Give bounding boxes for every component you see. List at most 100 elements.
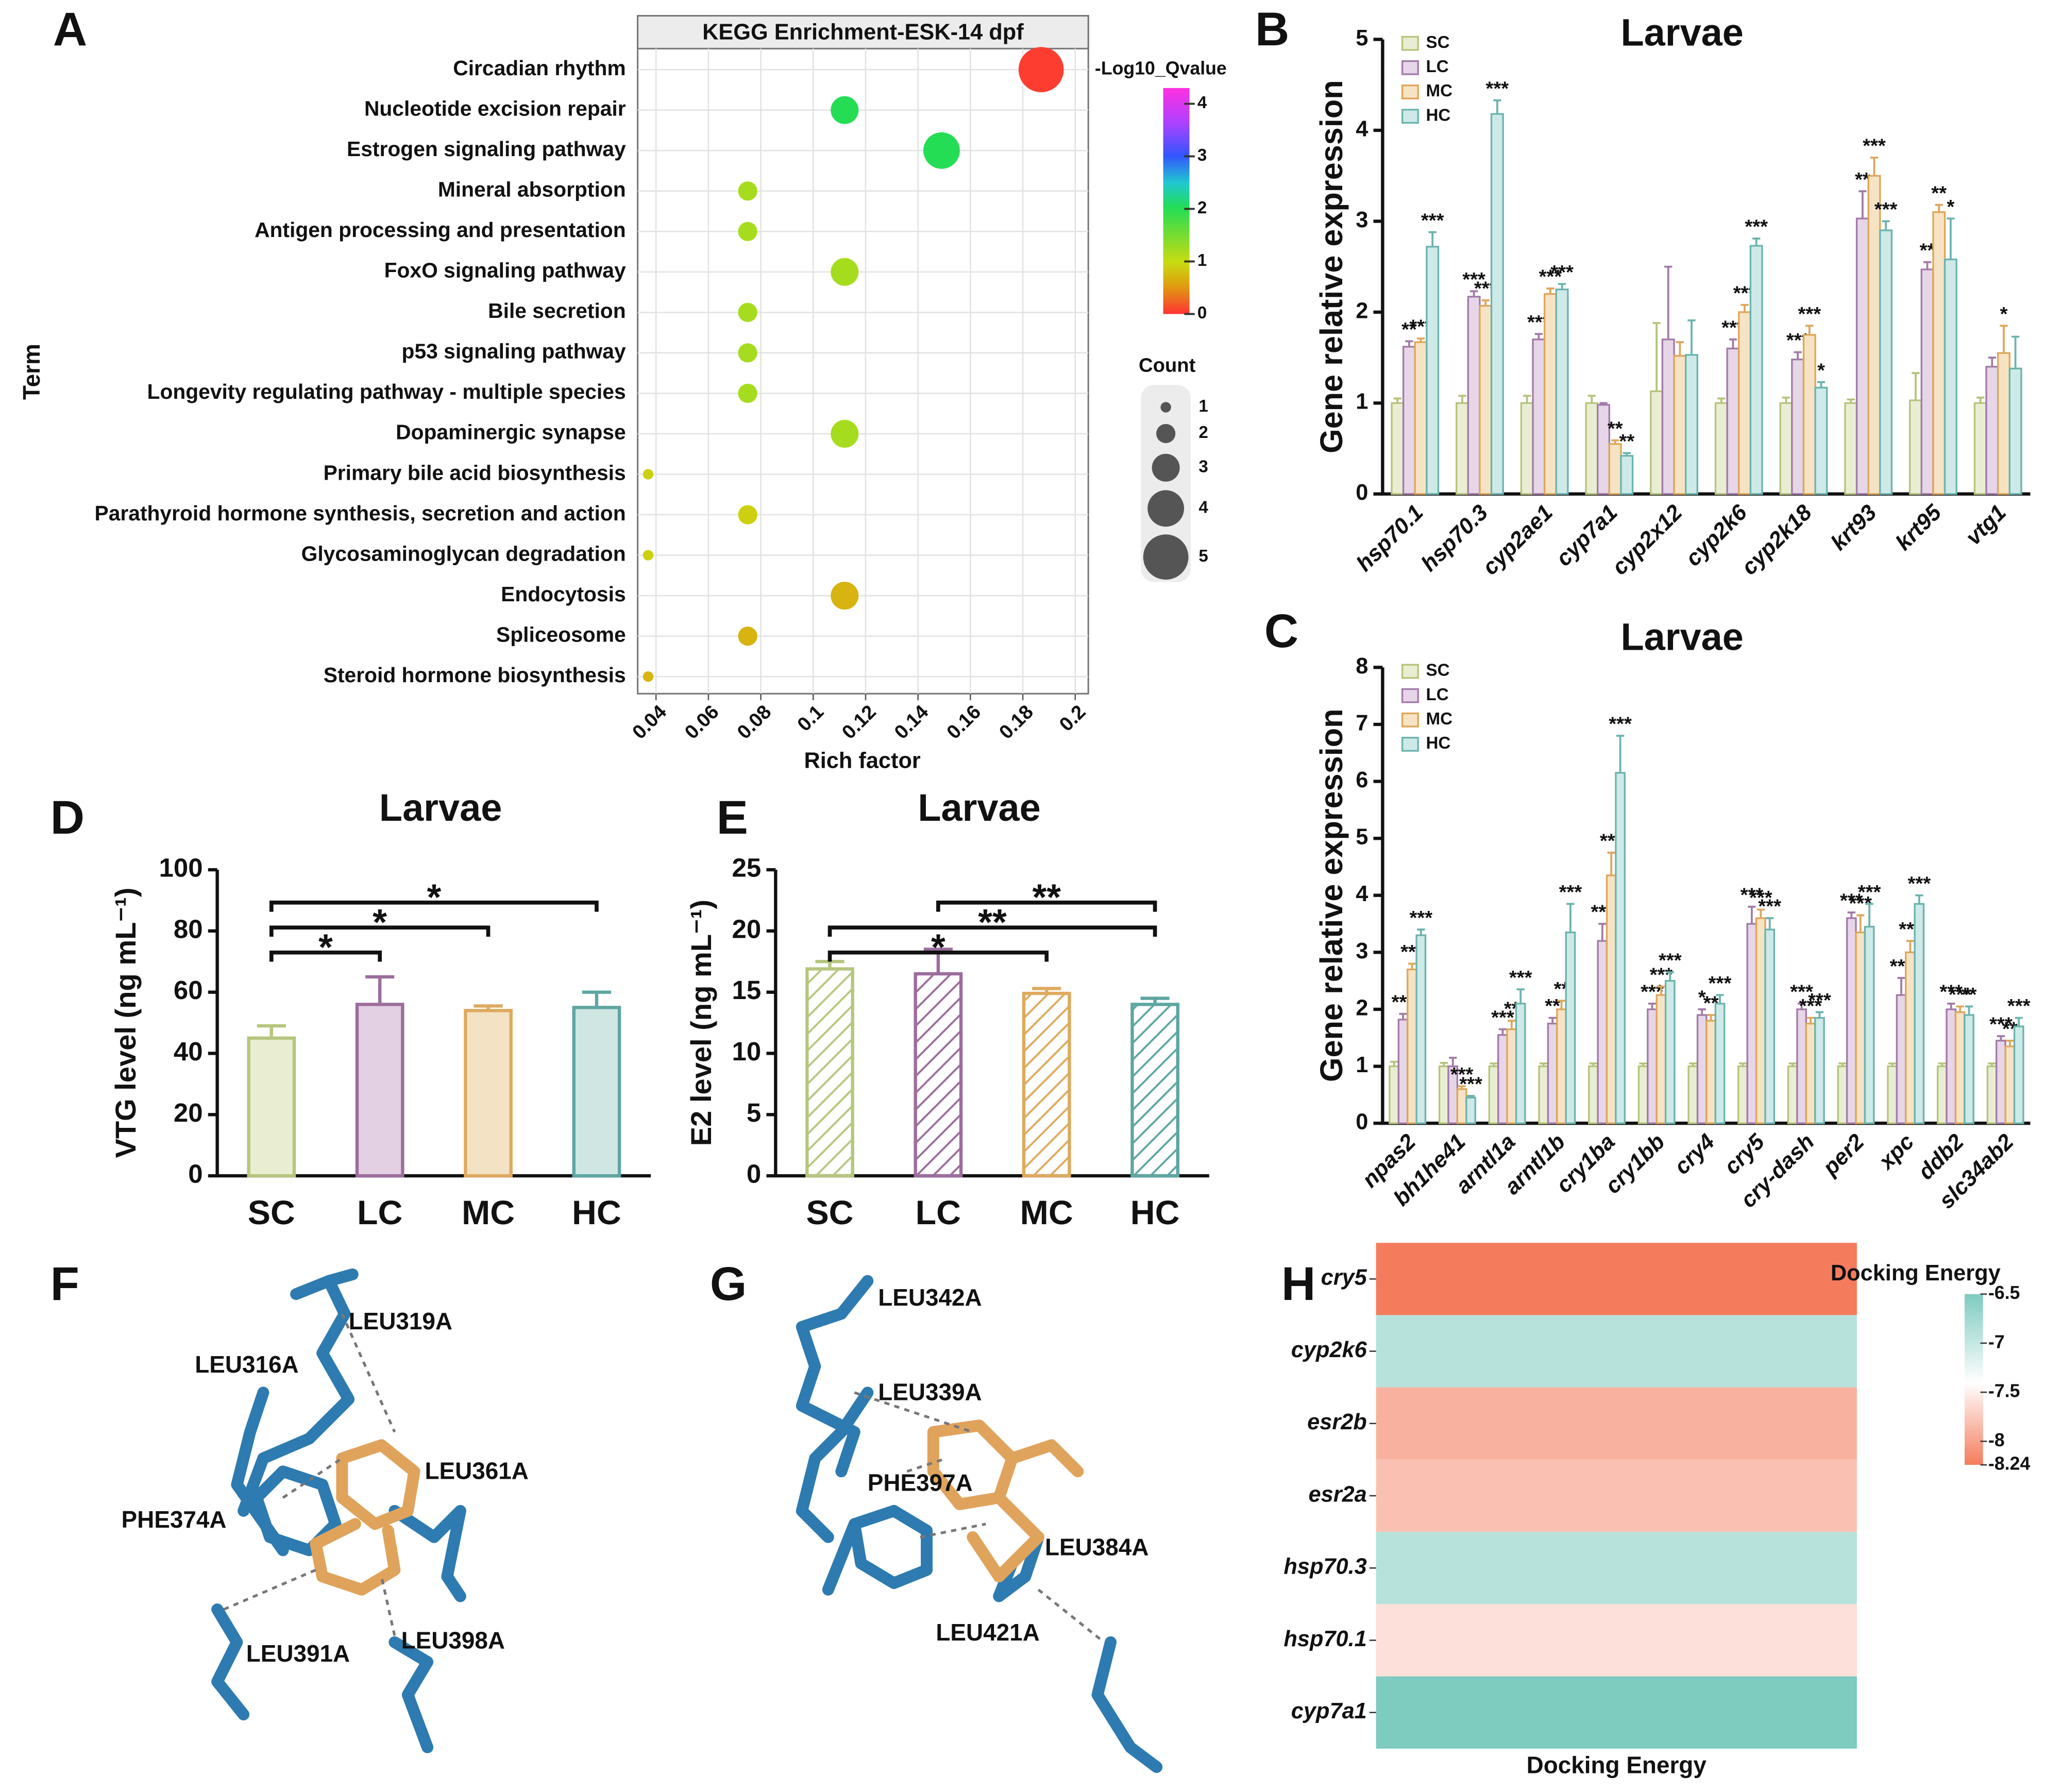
error-bar (1859, 190, 1867, 219)
residue-label: LEU384A (1045, 1533, 1148, 1560)
bar (1438, 1065, 1449, 1124)
error-bar (1752, 238, 1761, 246)
y-tick-label: 2 (1356, 995, 1368, 1020)
error-bar (1558, 283, 1566, 290)
y-tick-label: 3 (1356, 939, 1368, 963)
bar (1130, 1003, 1179, 1178)
error-bar (1508, 1020, 1516, 1029)
y-tick-label: esr2b (1307, 1410, 1367, 1434)
legend-swatch (1401, 737, 1419, 752)
bar (1555, 289, 1569, 495)
significance-label: *** (1808, 989, 1831, 1011)
error-bar (1687, 319, 1696, 355)
bar (1746, 923, 1758, 1124)
bar (1796, 1008, 1807, 1124)
significance-label: *** (1491, 1006, 1514, 1028)
y-axis-label: Gene relative expression (1314, 709, 1349, 1082)
bar (1565, 931, 1576, 1124)
y-tick-label: 0 (1356, 480, 1368, 505)
legend-swatch (1401, 84, 1419, 99)
y-tick-label: Glycosaminoglycan degradation (301, 542, 626, 565)
colorbar (1964, 1294, 1983, 1465)
bar (1749, 245, 1763, 495)
error-bar (365, 975, 395, 1005)
significance-label: *** (1550, 261, 1574, 283)
error-bar (1466, 1095, 1475, 1098)
comparison-label: * (318, 926, 333, 968)
error-bar (1741, 303, 1749, 312)
error-bar (1428, 231, 1437, 247)
bar (572, 1006, 621, 1178)
error-bar (1817, 381, 1826, 388)
bar (1414, 341, 1428, 495)
error-bar (1906, 940, 1915, 953)
bubble (643, 469, 654, 480)
legend-label: HC (1426, 106, 1451, 125)
bar (1946, 1008, 1957, 1124)
x-tick-label: 0.04 (628, 701, 671, 744)
bar (1456, 402, 1469, 495)
x-tick-label: MC (462, 1194, 515, 1232)
error-bar (2011, 335, 2020, 369)
error-bar (1870, 156, 1879, 176)
comparison-label: * (427, 877, 441, 918)
bar (1914, 903, 1925, 1124)
size-legend-label: 3 (1198, 457, 1208, 476)
x-tick-label: cyp2k18 (1737, 500, 1817, 580)
colorbar-tick-label: -8 (1988, 1430, 2005, 1450)
error-bar (1766, 917, 1774, 930)
error-bar (1938, 1062, 1946, 1067)
bar (1844, 402, 1858, 495)
bar (1402, 346, 1416, 495)
x-tick-label: cry4 (1669, 1129, 1719, 1179)
colorbar-tick-label: 0 (1197, 303, 1207, 323)
error-bar (1689, 1062, 1697, 1067)
error-bar (1493, 99, 1501, 114)
title-strip (637, 15, 1089, 49)
error-bar (1534, 333, 1543, 340)
x-tick-label: SC (248, 1194, 295, 1232)
residue-label: LEU391A (246, 1640, 350, 1667)
bubble (923, 132, 960, 169)
residue-label: LEU342A (878, 1284, 982, 1311)
bubble (1018, 47, 1064, 92)
bar (1855, 931, 1866, 1124)
residue-label: PHE397A (868, 1469, 973, 1496)
bubble (738, 222, 757, 241)
error-bar (1997, 1035, 2005, 1041)
bar (1954, 1011, 1966, 1124)
y-tick-label: 7 (1356, 711, 1368, 735)
error-bar (474, 1004, 503, 1011)
panel-letter: G (710, 1258, 747, 1310)
y-tick-label: 3 (1356, 208, 1368, 232)
size-legend-label: 5 (1198, 547, 1208, 566)
size-legend-label: 1 (1198, 397, 1208, 416)
significance-label: *** (1863, 135, 1886, 157)
error-bar (1915, 894, 1923, 904)
y-axis-label: E2 level (ng mL⁻¹) (685, 900, 717, 1146)
error-bar (1416, 337, 1425, 343)
error-bar (1652, 322, 1661, 392)
error-bar (1523, 395, 1531, 403)
bar (1490, 113, 1504, 495)
significance-label: *** (1459, 1073, 1482, 1095)
bar (1389, 1065, 1399, 1124)
bar (355, 1003, 404, 1178)
significance-label: ** (1931, 182, 1947, 204)
bar (1664, 979, 1676, 1124)
bubble (643, 671, 654, 682)
bar (1879, 229, 1893, 495)
error-bar (1449, 1057, 1457, 1067)
error-bar (1393, 397, 1401, 403)
bar (1673, 354, 1687, 495)
error-bar (1856, 914, 1865, 933)
error-bar (1548, 1017, 1557, 1024)
residue-label: LEU398A (401, 1627, 505, 1653)
error-bar (1657, 985, 1665, 995)
legend-label: MC (1426, 709, 1453, 729)
legend-label: HC (1426, 734, 1451, 753)
error-bar (1988, 1062, 1996, 1067)
error-bar (1838, 1062, 1847, 1067)
